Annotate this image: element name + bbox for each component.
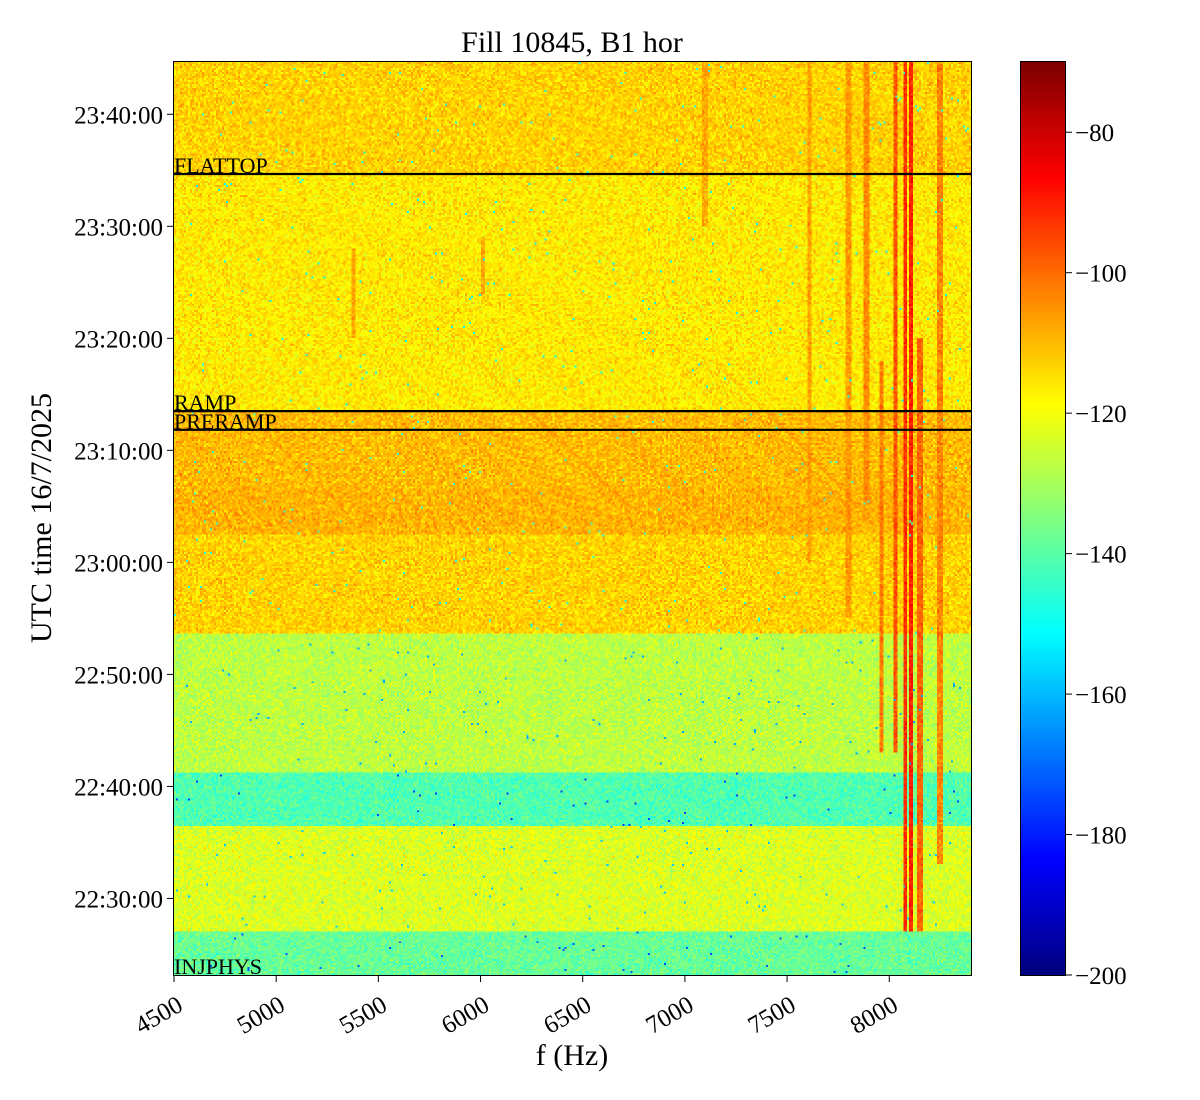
y-tick-label: 22:40:00 bbox=[74, 774, 163, 801]
x-axis: 4500 5000 5500 6000 6500 7000 7500 8000 bbox=[131, 975, 903, 1040]
x-tick-label: 7000 bbox=[641, 991, 698, 1039]
y-tick-label: 23:00:00 bbox=[74, 550, 163, 577]
y-tick-label: 22:30:00 bbox=[74, 886, 163, 913]
phase-label: FLATTOP bbox=[174, 153, 268, 178]
y-tick-label: 22:50:00 bbox=[74, 662, 163, 689]
colorbar-tick-label: −140 bbox=[1075, 542, 1127, 569]
phase-label: PRERAMP bbox=[174, 409, 277, 434]
chart-title: Fill 10845, B1 hor bbox=[461, 26, 683, 59]
colorbar-tick-label: −100 bbox=[1075, 261, 1127, 288]
x-tick-label: 8000 bbox=[846, 991, 903, 1039]
x-tick-label: 4500 bbox=[131, 991, 188, 1039]
y-axis-label: UTC time 16/7/2025 bbox=[25, 393, 58, 643]
colorbar-frame bbox=[1020, 61, 1066, 976]
x-tick-label: 5000 bbox=[233, 991, 290, 1039]
x-tick-label: 6500 bbox=[539, 991, 596, 1039]
x-tick-label: 7500 bbox=[744, 991, 801, 1039]
y-tick-label: 23:10:00 bbox=[74, 438, 163, 465]
y-tick-label: 23:40:00 bbox=[74, 102, 163, 129]
y-axis: 22:30:00 22:40:00 22:50:00 23:00:00 23:10:00… bbox=[74, 102, 174, 913]
y-tick-label: 23:30:00 bbox=[74, 214, 163, 241]
colorbar-tick-label: −120 bbox=[1075, 401, 1127, 428]
heatmap bbox=[174, 62, 971, 975]
colorbar-axis: −80 −100 −120 −140 −160 −180 −200 bbox=[1065, 120, 1127, 990]
x-tick-label: 5500 bbox=[335, 991, 392, 1039]
x-tick-label: 6000 bbox=[437, 991, 494, 1039]
colorbar-tick-label: −180 bbox=[1075, 823, 1127, 850]
x-axis-label: f (Hz) bbox=[536, 1039, 608, 1072]
colorbar-gradient bbox=[1021, 62, 1065, 975]
colorbar-tick-label: −160 bbox=[1075, 682, 1127, 709]
colorbar-tick-label: −200 bbox=[1075, 963, 1127, 990]
phase-label: INJPHYS bbox=[174, 954, 262, 979]
y-tick-label: 23:20:00 bbox=[74, 326, 163, 353]
colorbar-tick-label: −80 bbox=[1075, 120, 1114, 147]
phase-label: RAMP bbox=[174, 390, 236, 415]
plot-frame bbox=[173, 61, 972, 976]
